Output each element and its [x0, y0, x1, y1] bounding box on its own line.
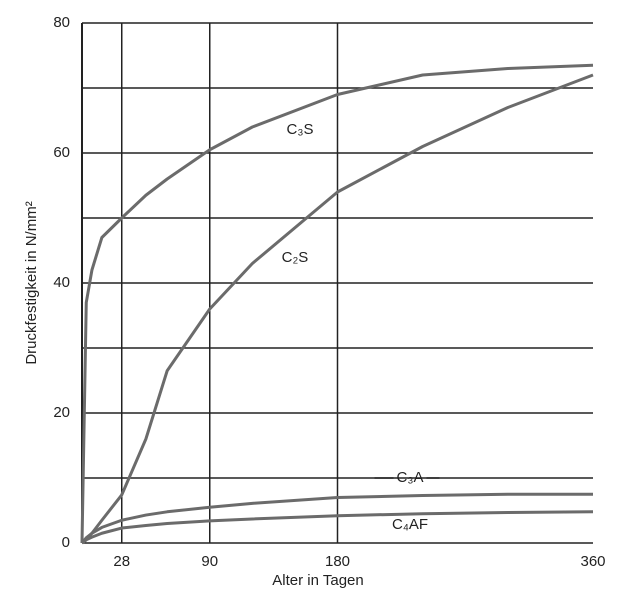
x-axis-title: Alter in Tagen — [272, 572, 363, 589]
x-tick-label: 360 — [580, 553, 605, 570]
line-series — [81, 510, 594, 545]
y-tick-label: 40 — [53, 274, 70, 291]
y-tick-label: 0 — [62, 534, 70, 551]
line-series — [80, 63, 594, 544]
series-label: C₂S — [282, 249, 309, 266]
y-tick-label: 60 — [53, 144, 70, 161]
y-tick-label: 80 — [53, 14, 70, 31]
y-axis-title: Druckfestigkeit in N/mm² — [23, 201, 40, 364]
series-label: C₄AF — [392, 516, 428, 533]
x-tick-label: 28 — [113, 553, 130, 570]
series-label: C₃S — [287, 121, 314, 138]
line-series — [80, 492, 593, 544]
y-tick-label: 20 — [53, 404, 70, 421]
x-tick-label: 180 — [325, 553, 350, 570]
x-tick-label: 90 — [201, 553, 218, 570]
series-label: C₃A — [397, 469, 424, 486]
